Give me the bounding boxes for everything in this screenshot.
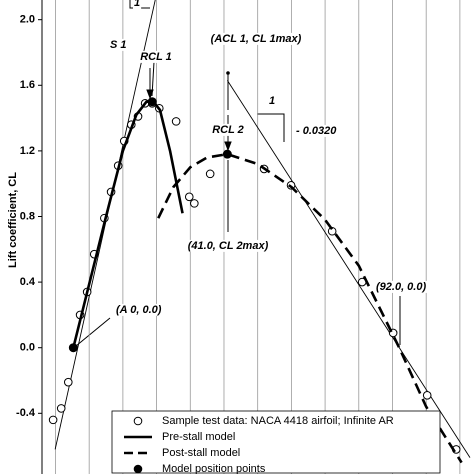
model-line <box>72 100 184 349</box>
annotation-bg <box>267 94 277 107</box>
model-line <box>157 152 463 464</box>
legend-label: Sample test data: NACA 4418 airfoil; Inf… <box>162 415 394 427</box>
annotation: S 1 <box>110 39 127 51</box>
y-tick-label: 0.4 <box>20 276 36 288</box>
y-axis-label: Lift coefficient, CL <box>7 172 19 268</box>
legend-label: Model position points <box>162 463 266 474</box>
annotation: 1 <box>269 95 275 107</box>
data-point <box>205 169 215 179</box>
data-point <box>171 117 181 126</box>
annotation-bg <box>133 0 142 9</box>
data-point <box>184 192 194 202</box>
legend-symbol <box>133 416 143 426</box>
annotation: (A 0, 0.0) <box>116 304 162 316</box>
annotation-bg <box>115 303 163 316</box>
annotation: RCL 2 <box>212 124 244 136</box>
data-point <box>222 149 232 159</box>
annotation-shapes <box>75 0 401 347</box>
y-tick-label: 0.0 <box>20 342 35 354</box>
data-point <box>190 199 199 208</box>
annotation: (41.0, CL 2max) <box>188 240 269 252</box>
annotation-dot <box>226 71 230 75</box>
annotation: RCL 1 <box>140 51 172 63</box>
data-point <box>63 377 73 387</box>
annotation-bg <box>109 38 128 51</box>
y-tick-label: -0.4 <box>16 407 36 419</box>
legend-symbol <box>133 464 143 474</box>
y-tick-label: 2.0 <box>20 14 35 26</box>
data-point <box>48 415 58 425</box>
legend: Sample test data: NACA 4418 airfoil; Inf… <box>111 410 441 474</box>
annotation-bg <box>211 123 245 136</box>
legend-label: Post-stall model <box>162 447 240 459</box>
legend-label: Pre-stall model <box>162 431 235 443</box>
annotation-bg <box>186 239 270 252</box>
y-tick-label: 0.8 <box>20 210 35 222</box>
annotation: 1 <box>134 0 140 9</box>
data-point <box>56 404 66 413</box>
legend-box <box>111 410 441 474</box>
annotation: (ACL 1, CL 1max) <box>211 33 302 45</box>
y-tick-label: 1.6 <box>20 79 35 91</box>
y-tick-label: 1.2 <box>20 145 35 157</box>
annotation-bg <box>375 280 428 293</box>
annotation-bg <box>209 32 303 45</box>
data-point <box>422 390 432 400</box>
annotation-bg <box>295 124 339 137</box>
annotation: - 0.0320 <box>296 125 337 137</box>
data-point <box>68 343 78 353</box>
reference-line <box>226 80 471 458</box>
data-point <box>147 97 157 107</box>
annotation: (92.0, 0.0) <box>376 281 426 293</box>
annotation-bg <box>139 50 173 63</box>
